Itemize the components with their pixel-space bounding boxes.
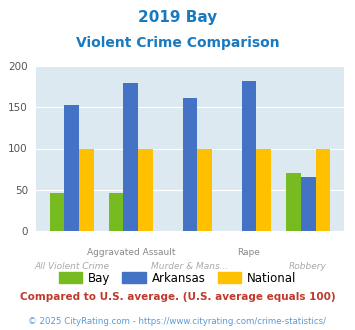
- Bar: [79, 148, 94, 231]
- Bar: [256, 148, 271, 231]
- Text: Murder & Mans...: Murder & Mans...: [151, 262, 229, 271]
- Text: © 2025 CityRating.com - https://www.cityrating.com/crime-statistics/: © 2025 CityRating.com - https://www.city…: [28, 317, 327, 326]
- Bar: [316, 148, 330, 231]
- Text: Violent Crime Comparison: Violent Crime Comparison: [76, 36, 279, 50]
- Text: Rape: Rape: [237, 248, 261, 257]
- Bar: [182, 98, 197, 231]
- Text: All Violent Crime: All Violent Crime: [34, 262, 109, 271]
- Bar: [50, 193, 64, 231]
- Bar: [197, 148, 212, 231]
- Text: Aggravated Assault: Aggravated Assault: [87, 248, 175, 257]
- Text: Compared to U.S. average. (U.S. average equals 100): Compared to U.S. average. (U.S. average …: [20, 292, 335, 302]
- Bar: [286, 173, 301, 231]
- Bar: [242, 81, 256, 231]
- Legend: Bay, Arkansas, National: Bay, Arkansas, National: [55, 268, 300, 288]
- Bar: [138, 148, 153, 231]
- Text: Robbery: Robbery: [289, 262, 327, 271]
- Bar: [124, 83, 138, 231]
- Bar: [109, 193, 124, 231]
- Bar: [64, 105, 79, 231]
- Text: 2019 Bay: 2019 Bay: [138, 10, 217, 25]
- Bar: [301, 178, 316, 231]
